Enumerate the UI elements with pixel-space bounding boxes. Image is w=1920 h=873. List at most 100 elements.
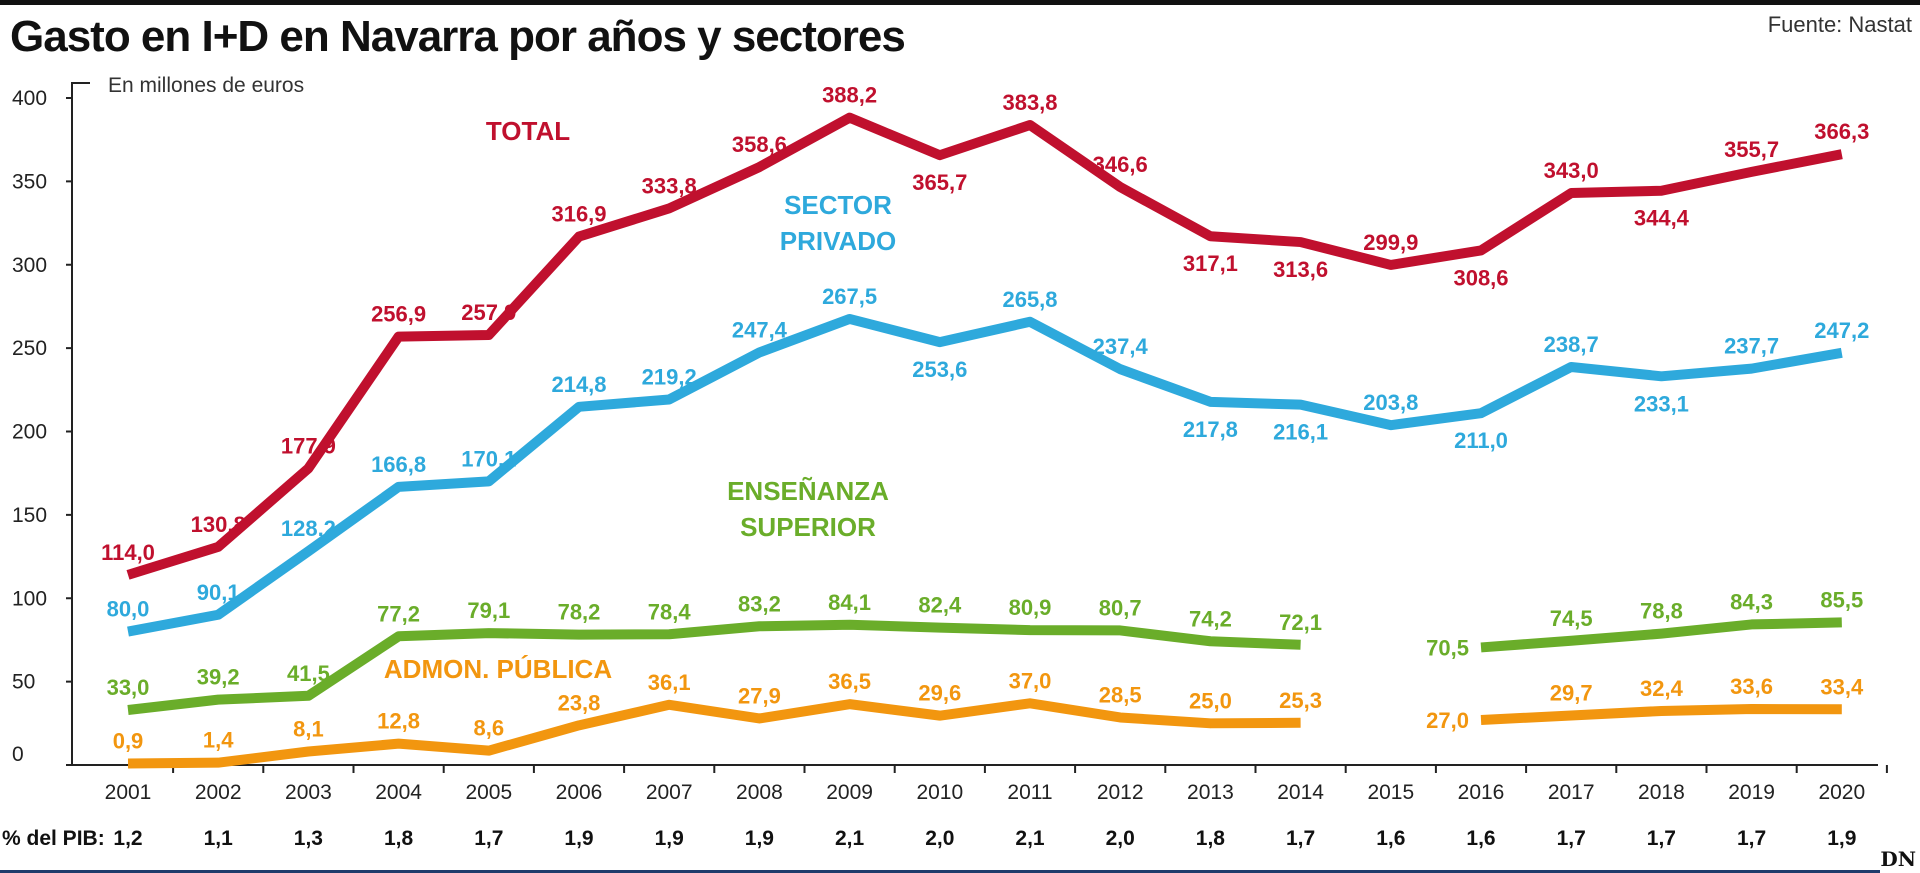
data-label-total: 388,2 — [822, 83, 877, 108]
data-label-sector-privado: 219,2 — [642, 364, 697, 389]
data-label-total: 114,0 — [101, 540, 155, 565]
data-label-ensenanza-superior: 41,5 — [287, 661, 330, 686]
x-tick-label: 2020 — [1818, 781, 1865, 804]
data-label-total: 308,6 — [1453, 265, 1508, 290]
data-label-admon-publica: 8,1 — [293, 716, 324, 741]
pib-value: 1,9 — [564, 827, 593, 850]
data-label-ensenanza-superior: 84,1 — [828, 590, 871, 615]
data-label-admon-publica: 32,4 — [1640, 676, 1684, 701]
x-tick-label: 2013 — [1187, 781, 1234, 804]
data-label-ensenanza-superior: 78,2 — [558, 600, 601, 625]
data-label-total: 313,6 — [1273, 257, 1328, 282]
data-label-total: 299,9 — [1363, 230, 1418, 255]
x-tick-label: 2006 — [556, 781, 603, 804]
pib-value: 1,8 — [1196, 827, 1226, 850]
data-label-ensenanza-superior: 84,3 — [1730, 589, 1773, 614]
pib-value: 1,1 — [204, 827, 234, 850]
data-label-sector-privado: 128,2 — [281, 516, 336, 541]
data-label-total: 333,8 — [642, 173, 697, 198]
data-label-admon-publica: 33,4 — [1820, 674, 1864, 699]
data-label-sector-privado: 247,2 — [1814, 318, 1869, 343]
y-tick-label: 0 — [12, 743, 24, 766]
pib-value: 1,7 — [1557, 827, 1586, 850]
pib-value: 1,3 — [294, 827, 323, 850]
x-tick-label: 2005 — [465, 781, 512, 804]
data-label-admon-publica: 33,6 — [1730, 674, 1773, 699]
data-label-total: 257,9 — [461, 300, 516, 325]
pib-value: 1,9 — [1827, 827, 1856, 850]
x-tick-label: 2011 — [1007, 781, 1052, 804]
pib-value: 1,8 — [384, 827, 414, 850]
data-label-admon-publica: 29,7 — [1550, 680, 1593, 705]
y-tick-label: 400 — [12, 87, 47, 110]
y-tick-label: 200 — [12, 421, 47, 444]
data-label-admon-publica: 25,3 — [1279, 688, 1322, 713]
series-name-sector-privado: SECTOR — [784, 190, 892, 220]
data-label-sector-privado: 267,5 — [822, 284, 877, 309]
pib-value: 1,7 — [1737, 827, 1766, 850]
data-label-admon-publica: 36,1 — [648, 670, 691, 695]
data-label-admon-publica: 29,6 — [918, 681, 961, 706]
x-tick-label: 2007 — [646, 781, 693, 804]
data-label-sector-privado: 211,0 — [1454, 428, 1508, 453]
x-tick-label: 2018 — [1638, 781, 1685, 804]
data-label-total: 317,1 — [1183, 251, 1238, 276]
pib-value: 1,9 — [745, 827, 774, 850]
x-tick-label: 2012 — [1097, 781, 1144, 804]
data-label-sector-privado: 217,8 — [1183, 417, 1238, 442]
y-tick-label: 100 — [12, 587, 47, 610]
data-label-sector-privado: 170,1 — [461, 446, 516, 471]
y-tick-label: 350 — [12, 170, 47, 193]
data-label-admon-publica: 27,9 — [738, 683, 781, 708]
x-tick-label: 2017 — [1548, 781, 1595, 804]
data-label-ensenanza-superior: 80,7 — [1099, 595, 1142, 620]
data-label-sector-privado: 216,1 — [1273, 420, 1328, 445]
series-line-total — [126, 112, 1843, 580]
series-name-admon-publica: ADMON. PÚBLICA — [384, 654, 612, 684]
data-label-sector-privado: 237,4 — [1093, 334, 1149, 359]
series-line-ensenanza-superior — [1480, 617, 1842, 653]
data-label-total: 365,7 — [912, 170, 967, 195]
data-label-sector-privado: 233,1 — [1634, 391, 1689, 416]
x-tick-label: 2003 — [285, 781, 332, 804]
y-tick-label: 150 — [12, 504, 47, 527]
x-tick-label: 2004 — [375, 781, 422, 804]
pib-value: 2,1 — [835, 827, 865, 850]
pib-value: 2,1 — [1015, 827, 1045, 850]
y-axis-label: En millones de euros — [108, 74, 304, 97]
pib-value: 2,0 — [1106, 827, 1135, 850]
data-label-admon-publica: 28,5 — [1099, 682, 1142, 707]
series-name-total: TOTAL — [486, 116, 570, 146]
data-label-total: 177,9 — [281, 433, 336, 458]
data-label-total: 256,9 — [371, 302, 426, 327]
x-tick-label: 2008 — [736, 781, 783, 804]
y-tick-label: 250 — [12, 337, 47, 360]
data-label-total: 358,6 — [732, 132, 787, 157]
data-label-total: 316,9 — [551, 202, 606, 227]
series-line-ensenanza-superior — [127, 619, 1301, 715]
y-tick-label: 300 — [12, 254, 47, 277]
series-name-ensenanza-superior: SUPERIOR — [740, 512, 876, 542]
data-label-sector-privado: 214,8 — [551, 372, 606, 397]
data-label-admon-publica: 0,9 — [113, 728, 144, 753]
pib-value: 1,6 — [1376, 827, 1405, 850]
pib-value: 1,7 — [474, 827, 503, 850]
data-label-admon-publica: 37,0 — [1009, 668, 1052, 693]
x-tick-label: 2001 — [105, 781, 152, 804]
pib-value: 1,7 — [1647, 827, 1676, 850]
data-label-ensenanza-superior: 74,2 — [1189, 606, 1232, 631]
data-label-total: 346,6 — [1093, 152, 1148, 177]
data-label-total: 344,4 — [1634, 206, 1690, 231]
data-label-admon-publica: 27,0 — [1426, 708, 1469, 733]
pib-value: 1,7 — [1286, 827, 1315, 850]
data-label-total: 343,0 — [1544, 158, 1599, 183]
data-label-admon-publica: 12,8 — [377, 709, 420, 734]
data-label-admon-publica: 25,0 — [1189, 688, 1232, 713]
series-line-sector-privado — [127, 313, 1843, 637]
data-label-ensenanza-superior: 39,2 — [197, 665, 240, 690]
data-label-ensenanza-superior: 80,9 — [1009, 595, 1052, 620]
data-label-sector-privado: 166,8 — [371, 452, 426, 477]
data-label-admon-publica: 1,4 — [203, 728, 234, 753]
data-label-sector-privado: 247,4 — [732, 317, 788, 342]
data-label-total: 355,7 — [1724, 137, 1779, 162]
